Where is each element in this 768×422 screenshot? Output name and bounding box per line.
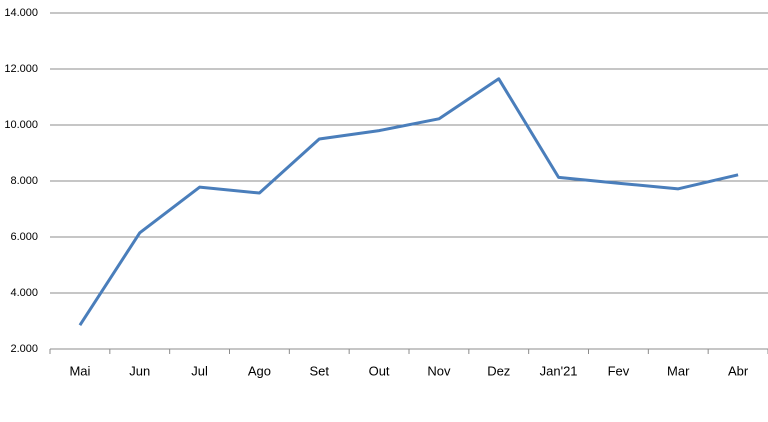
x-tick-label: Fev [608,363,630,378]
y-tick-label: 8.000 [10,175,38,187]
x-tick-label: Jan'21 [540,363,578,378]
x-tick-label: Jul [191,363,208,378]
x-tick-label: Out [369,363,390,378]
x-tick-label: Dez [487,363,510,378]
x-tick-label: Nov [427,363,451,378]
y-tick-label: 6.000 [10,231,38,243]
x-tick-label: Mai [69,363,90,378]
x-tick-label: Mar [667,363,690,378]
y-tick-label: 14.000 [4,7,38,19]
y-tick-label: 4.000 [10,287,38,299]
line-series [78,77,739,327]
x-tick-label: Set [309,363,329,378]
y-tick-label: 12.000 [4,63,38,75]
y-tick-label: 2.000 [10,343,38,355]
y-tick-label: 10.000 [4,119,38,131]
x-tick-label: Jun [129,363,150,378]
x-tick-label: Abr [728,363,749,378]
x-tick-label: Ago [248,363,271,378]
